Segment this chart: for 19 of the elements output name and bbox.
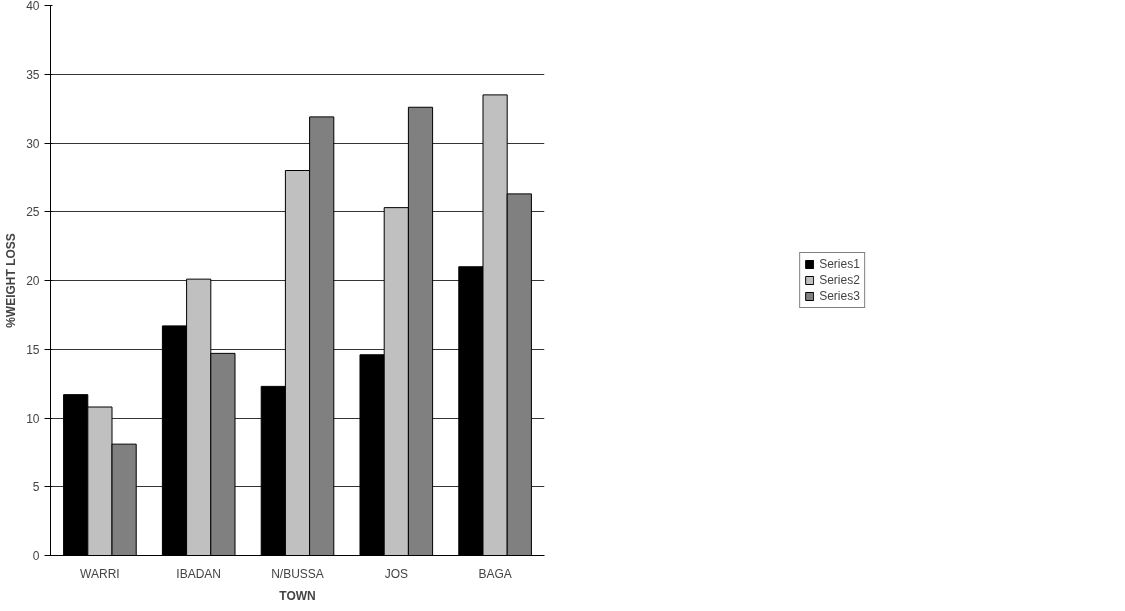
y-tick-label: 5 [32, 480, 40, 495]
x-tick-label: WARRI [80, 566, 120, 581]
y-tick-label: 30 [26, 136, 40, 151]
y-tick-label: 40 [26, 0, 40, 13]
y-tick-label: 10 [26, 411, 40, 426]
y-tick-label: 35 [26, 67, 40, 82]
legend-label: Series3 [819, 289, 860, 303]
y-tick-label: 25 [26, 205, 40, 220]
y-axis-title: %WEIGHT LOSS [4, 233, 19, 328]
x-tick-label: N/BUSSA [271, 566, 324, 581]
legend-label: Series1 [819, 257, 860, 271]
x-tick-label: IBADAN [176, 566, 222, 581]
y-tick-label: 15 [26, 342, 40, 357]
x-tick-label: JOS [384, 566, 408, 581]
x-axis-title: TOWN [279, 588, 316, 603]
y-tick-label: 0 [32, 549, 40, 563]
x-tick-label: BAGA [478, 566, 512, 581]
legend-label: Series2 [819, 273, 860, 287]
y-tick-label: 20 [26, 274, 40, 288]
